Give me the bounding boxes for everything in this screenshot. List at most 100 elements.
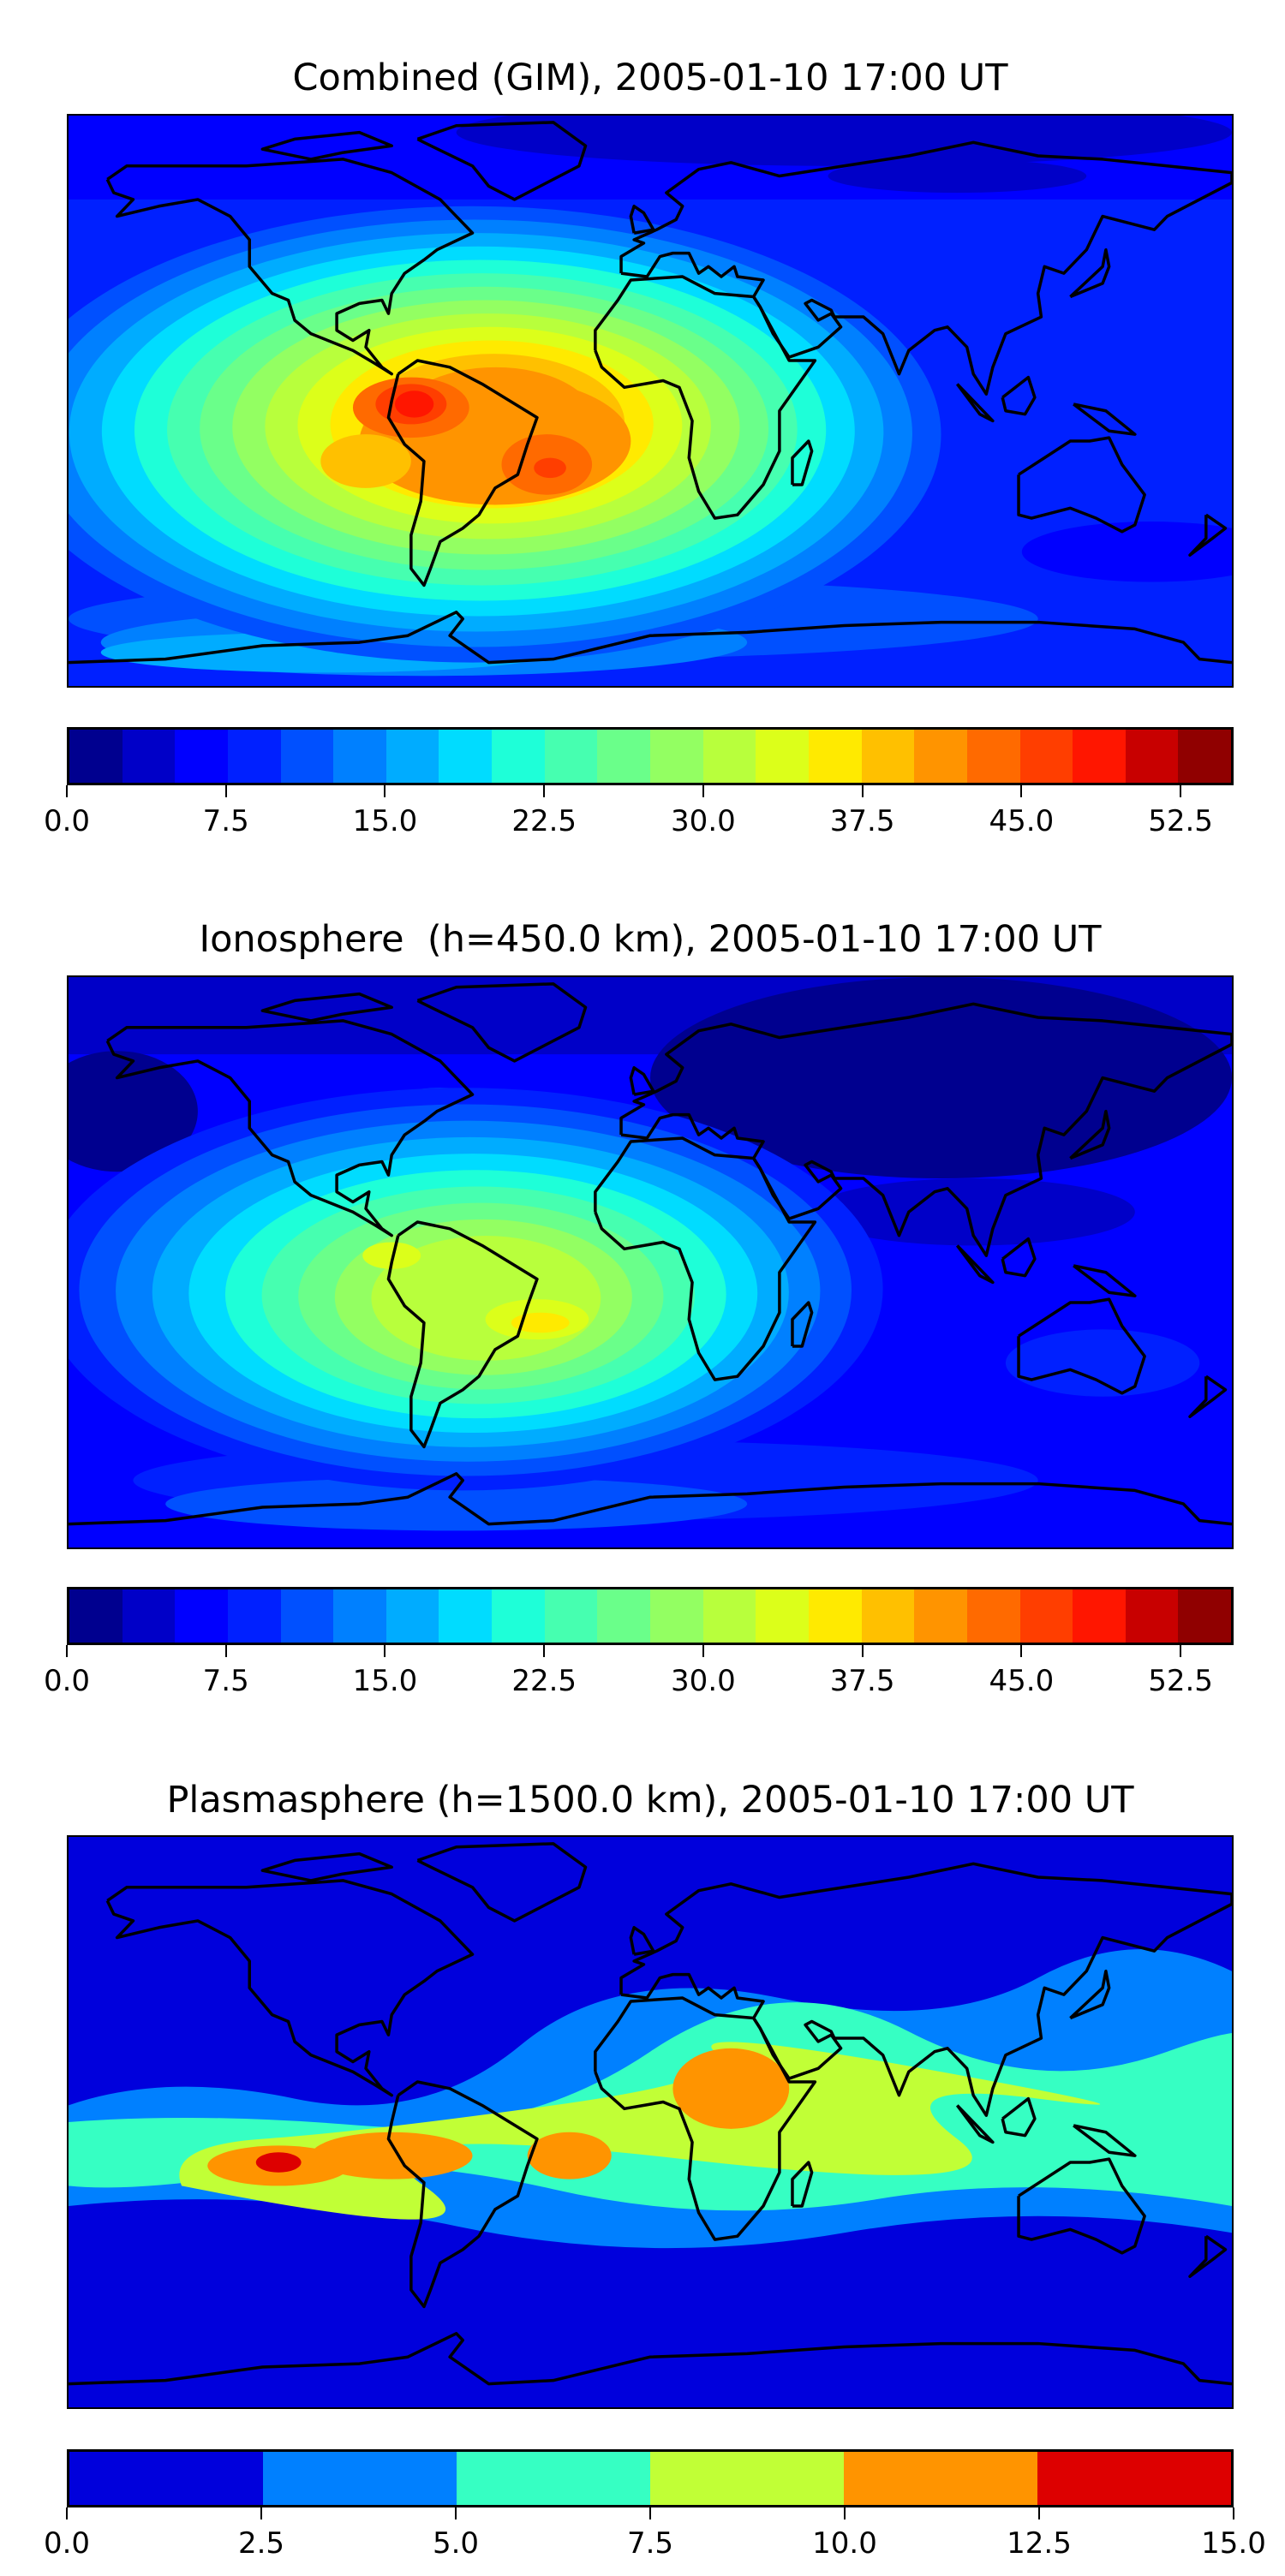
colorbar-tick-label: 15.0: [352, 1664, 418, 1698]
colorbar-tick: [861, 785, 864, 797]
map-combined: [67, 114, 1234, 688]
colorbar-swatch: [227, 730, 281, 783]
coastline: [792, 441, 812, 485]
coastline: [631, 1928, 653, 1954]
colorbar-ticks-ionosphere: 0.0 7.5 15.0 22.5 30.0 37.5 45.0 52.5: [44, 1645, 1234, 1714]
colorbar-tick: [543, 1645, 546, 1657]
coastline: [388, 2082, 537, 2306]
contour-region: [1005, 1329, 1200, 1397]
colorbar-tick-label: 30.0: [671, 804, 736, 838]
coastline: [107, 159, 472, 374]
colorbar-swatch: [175, 1589, 228, 1643]
contour-region: [650, 977, 1232, 1179]
contour-region: [534, 457, 566, 479]
coastline: [1073, 2126, 1135, 2156]
coastline: [417, 122, 585, 200]
colorbar-swatch: [69, 1589, 123, 1643]
colorbar-swatch: [1178, 730, 1232, 783]
coastline: [1002, 1239, 1035, 1276]
colorbar-tick-label: 10.0: [812, 2526, 877, 2561]
contour-region: [511, 1312, 570, 1333]
colorbar-swatch: [175, 730, 228, 783]
coastline: [1019, 1299, 1145, 1393]
colorbar-tick: [455, 2507, 457, 2519]
colorbar-swatch: [1037, 2452, 1231, 2505]
colorbar-tick-label: 45.0: [989, 1664, 1055, 1698]
coastline: [1073, 1266, 1135, 1296]
colorbar-swatch: [227, 1589, 281, 1643]
colorbar-swatch: [263, 2452, 457, 2505]
colorbar-tick-label: 45.0: [989, 804, 1055, 838]
colorbar-swatch: [1125, 730, 1179, 783]
colorbar-swatch: [69, 730, 123, 783]
colorbar-swatch: [861, 1589, 915, 1643]
colorbar-swatch: [914, 730, 967, 783]
colorbar-tick-label: 15.0: [1201, 2526, 1266, 2561]
coastline: [1190, 2236, 1225, 2276]
colorbar-swatch: [597, 730, 651, 783]
colorbar-swatch: [1073, 1589, 1126, 1643]
colorbar-tick-label: 52.5: [1148, 1664, 1213, 1698]
coastline: [631, 206, 653, 233]
coastline: [69, 2334, 1232, 2384]
colorbar-tick-label: 37.5: [829, 1664, 895, 1698]
coastline: [1002, 378, 1035, 414]
coastline: [1002, 2099, 1035, 2136]
panel-title-ionosphere: Ionosphere (h=450.0 km), 2005-01-10 17:0…: [199, 918, 1102, 961]
colorbar-tick: [66, 785, 68, 797]
contour-region: [828, 158, 1087, 194]
colorbar-tick: [224, 785, 227, 797]
colorbar-swatch: [492, 730, 545, 783]
colorbar-tick: [224, 1645, 227, 1657]
colorbar-tick-label: 37.5: [829, 804, 895, 838]
coastline: [1019, 438, 1145, 532]
colorbar-tick: [260, 2507, 262, 2519]
colorbar-swatch: [386, 730, 439, 783]
colorbar-swatch: [808, 1589, 862, 1643]
coastline: [69, 612, 1232, 663]
coastline: [595, 277, 816, 518]
colorbar-swatch: [650, 2452, 844, 2505]
colorbar-swatch: [544, 1589, 598, 1643]
colorbar-tick: [66, 2507, 68, 2519]
colorbar-swatch: [1178, 1589, 1232, 1643]
colorbar-tick-label: 0.0: [43, 804, 91, 838]
colorbar-swatch: [386, 1589, 439, 1643]
coastline: [957, 1245, 992, 1282]
colorbar-tick-label: 5.0: [432, 2526, 480, 2561]
colorbar-swatch: [122, 730, 176, 783]
colorbar-tick-label: 22.5: [511, 1664, 577, 1698]
contour-region: [165, 1476, 748, 1531]
coastline: [262, 994, 391, 1021]
coastline: [595, 1998, 816, 2239]
colorbar-tick: [1020, 785, 1023, 797]
contour-region: [255, 2152, 302, 2173]
colorbar-ionosphere: [67, 1587, 1234, 1645]
colorbar-swatch: [756, 1589, 809, 1643]
coastline: [621, 1004, 1232, 1255]
colorbar-tick-label: 7.5: [202, 804, 249, 838]
colorbar-swatch: [280, 1589, 334, 1643]
map-plasmasphere: [67, 1835, 1234, 2409]
colorbar-swatch: [1019, 730, 1073, 783]
colorbar-tick-label: 2.5: [237, 2526, 285, 2561]
colorbar-tick-label: 52.5: [1148, 804, 1213, 838]
colorbar-swatch: [333, 1589, 386, 1643]
coastline: [1070, 1971, 1109, 2018]
coastline: [621, 1863, 1232, 2115]
colorbar-swatch: [914, 1589, 967, 1643]
coastline: [957, 2105, 992, 2142]
coastline: [957, 384, 992, 420]
coastline: [107, 1021, 472, 1236]
contour-region: [310, 2132, 473, 2179]
contour-region: [527, 2132, 612, 2179]
contour-region: [394, 391, 434, 418]
coastline: [388, 1222, 537, 1446]
colorbar-swatch: [650, 730, 703, 783]
colorbar-tick: [384, 1645, 386, 1657]
coastline: [1190, 1376, 1225, 1416]
coastline: [792, 2162, 812, 2206]
colorbar-tick: [861, 1645, 864, 1657]
colorbar-swatch: [650, 1589, 703, 1643]
colorbar-tick: [702, 1645, 704, 1657]
